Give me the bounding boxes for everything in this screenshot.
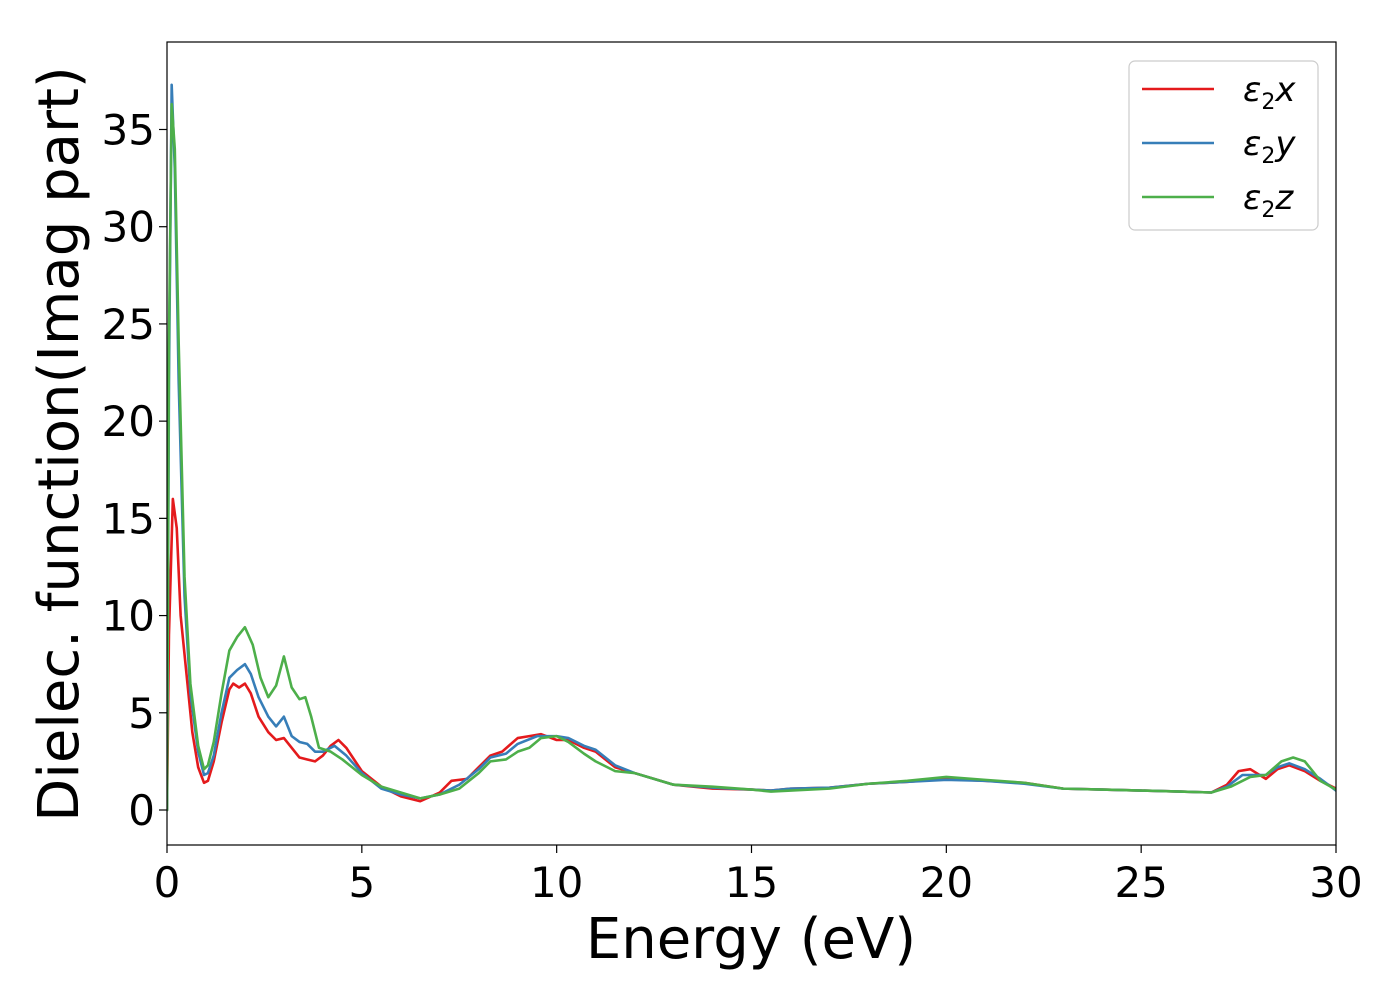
legend-label-3: ε2z	[1243, 178, 1294, 223]
x-tick-label: 20	[920, 858, 973, 907]
y-tick-label: 10	[102, 592, 155, 641]
legend-label-1: ε2x	[1243, 70, 1296, 115]
x-axis: 0 5 10 15 20 25 30	[154, 845, 1363, 907]
x-tick-label: 30	[1309, 858, 1362, 907]
y-tick-label: 35	[102, 105, 155, 154]
x-tick-label: 10	[530, 858, 583, 907]
legend-box	[1128, 60, 1319, 231]
y-tick-label: 5	[128, 689, 155, 738]
x-tick-label: 5	[348, 858, 375, 907]
legend: ε2x ε2y ε2z	[1128, 60, 1319, 231]
y-tick-label: 15	[102, 494, 155, 543]
y-tick-label: 0	[128, 786, 155, 835]
series-layer	[167, 83, 1336, 812]
y-tick-label: 25	[102, 300, 155, 349]
y-axis-label: Dielec. function(Imag part)	[27, 66, 92, 822]
x-axis-label: Energy (eV)	[586, 907, 916, 972]
x-tick-label: 15	[725, 858, 778, 907]
series-line-3	[167, 102, 1336, 812]
x-tick-label: 25	[1114, 858, 1167, 907]
y-tick-label: 30	[102, 203, 155, 252]
x-tick-label: 0	[154, 858, 181, 907]
y-tick-label: 20	[102, 397, 155, 446]
legend-label-2: ε2y	[1243, 124, 1296, 169]
y-axis: 0 5 10 15 20 25 30 35	[102, 105, 167, 835]
series-line-1	[167, 497, 1336, 812]
